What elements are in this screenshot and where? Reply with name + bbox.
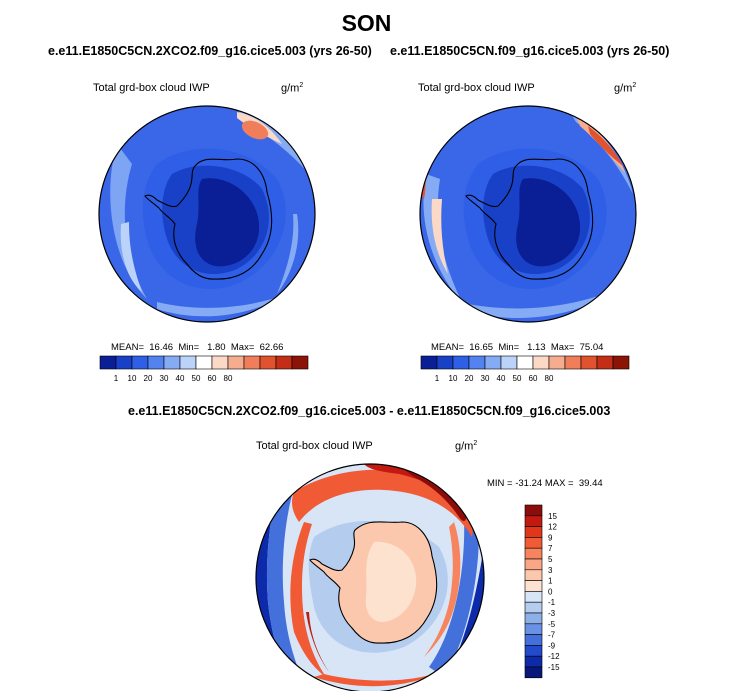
panel3-colorbar-label: 5 <box>548 555 553 564</box>
panel1-colorbar-label: 60 <box>208 374 217 383</box>
panel3-colorbar-label: 7 <box>548 544 553 553</box>
panel3-colorbar-label: -3 <box>548 609 556 618</box>
panel3-colorbar-label: 3 <box>548 566 553 575</box>
panel3-variable-label: Total grd-box cloud IWP <box>256 440 373 452</box>
panel2-map <box>419 105 637 323</box>
panel3-colorbar-box <box>524 591 543 603</box>
panel1-colorbar-box <box>195 355 213 370</box>
panel2-colorbar-box <box>612 355 630 370</box>
panel2-map-border <box>419 105 637 323</box>
panel1-colorbar-box <box>179 355 197 370</box>
panel3-colorbar-box <box>524 526 543 538</box>
panel3-colorbar-label: -12 <box>548 652 560 661</box>
figure-title: SON <box>341 10 392 36</box>
panel3-colorbar-box <box>524 612 543 625</box>
panel1-colorbar-box <box>99 355 117 370</box>
panel2-colorbar-label: 10 <box>449 374 458 383</box>
panel2-case-title: e.e11.E1850C5CN.f09_g16.cice5.003 (yrs 2… <box>390 44 670 58</box>
panel1-map <box>98 105 316 323</box>
panel1-antarctica-coastline <box>144 158 273 280</box>
panel2-colorbar-box <box>452 355 470 370</box>
panel2-colorbar-label: 40 <box>497 374 506 383</box>
panel3-antarctica-coastline <box>309 521 438 644</box>
panel3-colorbar-box <box>524 515 543 527</box>
panel1-colorbar-box <box>115 355 133 370</box>
panel1-units: g/m2 <box>281 82 304 95</box>
panel1-colorbar-box <box>275 355 293 370</box>
panel2-colorbar-box <box>580 355 598 370</box>
panel3-colorbar-box <box>524 537 543 549</box>
panel3-colorbar-box <box>524 580 543 592</box>
panel3-map-border <box>255 463 485 691</box>
panel2-colorbar-box <box>516 355 534 370</box>
panel2-colorbar-label: 80 <box>545 374 554 383</box>
panel2-colorbar-box <box>420 355 438 370</box>
panel3-colorbar-label: 1 <box>548 577 553 586</box>
panel1-colorbar-box <box>147 355 165 370</box>
panel3-colorbar-box <box>524 547 543 560</box>
panel2-colorbar: 1 10 20 30 40 50 60 80 <box>420 355 630 383</box>
panel1-colorbar-box <box>259 355 277 370</box>
panel1-stats: MEAN= 16.46 Min= 1.80 Max= 62.66 <box>111 342 284 353</box>
panel1-colorbar-label: 20 <box>144 374 153 383</box>
panel1-case-title: e.e11.E1850C5CN.2XCO2.f09_g16.cice5.003 … <box>48 44 372 58</box>
panel1-colorbar-box <box>131 355 149 370</box>
panel3-colorbar-box <box>524 504 543 517</box>
panel2-colorbar-box <box>500 355 518 370</box>
panel3-colorbar-label: 9 <box>548 533 553 542</box>
panel3-colorbar-label: -9 <box>548 641 556 650</box>
panel1-colorbar-label: 10 <box>128 374 137 383</box>
panel3-colorbar-box <box>524 666 543 679</box>
panel2-colorbar-label: 60 <box>529 374 538 383</box>
panel3-colorbar-box <box>524 623 543 635</box>
panel2-antarctica-coastline <box>465 158 594 280</box>
panel2-colorbar-box <box>484 355 502 370</box>
panel2-colorbar-box <box>596 355 614 370</box>
panel2-stats: MEAN= 16.65 Min= 1.13 Max= 75.04 <box>431 342 604 353</box>
panel1-colorbar-box <box>243 355 261 370</box>
panel2-colorbar-box <box>564 355 582 370</box>
panel3-colorbar-box <box>524 634 543 646</box>
panel1-colorbar: 1 10 20 30 40 50 60 80 <box>99 355 309 383</box>
panel2-colorbar-label: 50 <box>513 374 522 383</box>
panel1-colorbar-label: 50 <box>192 374 201 383</box>
panel2-colorbar-label: 1 <box>435 374 440 383</box>
panel2-colorbar-box <box>532 355 550 370</box>
panel1-colorbar-box <box>227 355 245 370</box>
panel3-colorbar-box <box>524 569 543 581</box>
panel1-colorbar-label: 40 <box>176 374 185 383</box>
panel3-map <box>255 463 485 691</box>
panel3-colorbar-label: 0 <box>548 587 553 596</box>
panel2-variable-label: Total grd-box cloud IWP <box>418 82 535 94</box>
panel3-colorbar-label: -15 <box>548 663 560 672</box>
panel3-colorbar-label: 15 <box>548 512 557 521</box>
panel3-colorbar-label: -1 <box>548 598 556 607</box>
panel3-colorbar-label: -5 <box>548 620 556 629</box>
panel1-colorbar-box <box>211 355 229 370</box>
panel1-colorbar-label: 80 <box>224 374 233 383</box>
panel3-colorbar-label: -7 <box>548 631 556 640</box>
panel2-colorbar-box <box>468 355 486 370</box>
panel2-colorbar-box <box>436 355 454 370</box>
panel2-colorbar-label: 30 <box>481 374 490 383</box>
panel3-colorbar: 15 129 7 5 3 10 -1 -3 -5 -7-9 -12 -15 <box>524 504 560 679</box>
panel3-colorbar-label: 12 <box>548 523 557 532</box>
panel2-units: g/m2 <box>614 82 637 95</box>
panel1-variable-label: Total grd-box cloud IWP <box>93 82 210 94</box>
panel1-map-border <box>98 105 316 323</box>
panel3-colorbar-box <box>524 655 543 668</box>
panel1-colorbar-label: 30 <box>160 374 169 383</box>
panel3-colorbar-box <box>524 601 543 614</box>
panel3-case-title: e.e11.E1850C5CN.2XCO2.f09_g16.cice5.003 … <box>128 404 611 418</box>
panel1-colorbar-label: 1 <box>114 374 119 383</box>
panel3-colorbar-box <box>524 558 543 571</box>
panel1-colorbar-box <box>291 355 309 370</box>
panel2-colorbar-label: 20 <box>465 374 474 383</box>
panel2-colorbar-box <box>548 355 566 370</box>
panel3-units: g/m2 <box>455 440 478 453</box>
panel3-stats: MIN = -31.24 MAX = 39.44 <box>487 478 603 489</box>
panel1-colorbar-box <box>163 355 181 370</box>
panel3-colorbar-box <box>524 645 543 657</box>
